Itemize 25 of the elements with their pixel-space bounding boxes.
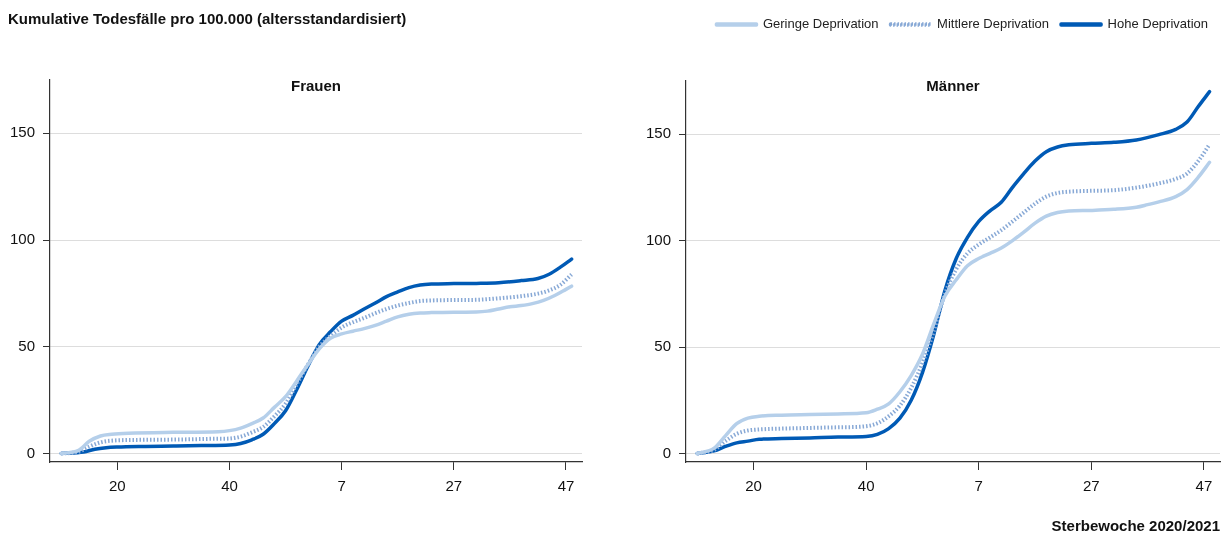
chart-title: Männer: [926, 77, 980, 95]
y-tick-label: 0: [662, 443, 671, 461]
y-axis-title: Kumulative Todesfälle pro 100.000 (altersstandardisiert): [8, 10, 407, 28]
x-tick-label: 47: [1195, 477, 1213, 495]
y-tick-label: 100: [9, 230, 35, 248]
x-tick-label: 20: [745, 477, 762, 495]
y-tick-label: 50: [654, 337, 671, 355]
legend-label: Mittlere Deprivation: [937, 16, 1050, 32]
legend-label: Geringe Deprivation: [762, 16, 879, 32]
x-tick-label: 40: [857, 477, 875, 495]
y-tick-label: 150: [9, 123, 35, 141]
chart-title: Frauen: [290, 77, 342, 95]
x-tick-label: 27: [1082, 477, 1100, 495]
x-tick-label: 40: [221, 477, 238, 495]
x-tick-label: 20: [108, 477, 126, 495]
x-tick-label: 27: [445, 477, 463, 495]
x-axis-title: Sterbewoche 2020/2021: [1051, 517, 1220, 535]
y-tick-label: 150: [645, 124, 671, 142]
y-tick-label: 0: [26, 443, 35, 461]
y-tick-label: 50: [18, 336, 35, 354]
x-tick-label: 7: [337, 477, 346, 495]
y-tick-label: 100: [645, 230, 671, 248]
x-tick-label: 7: [974, 477, 983, 495]
legend-label: Hohe Deprivation: [1107, 16, 1209, 32]
x-tick-label: 47: [557, 477, 575, 495]
